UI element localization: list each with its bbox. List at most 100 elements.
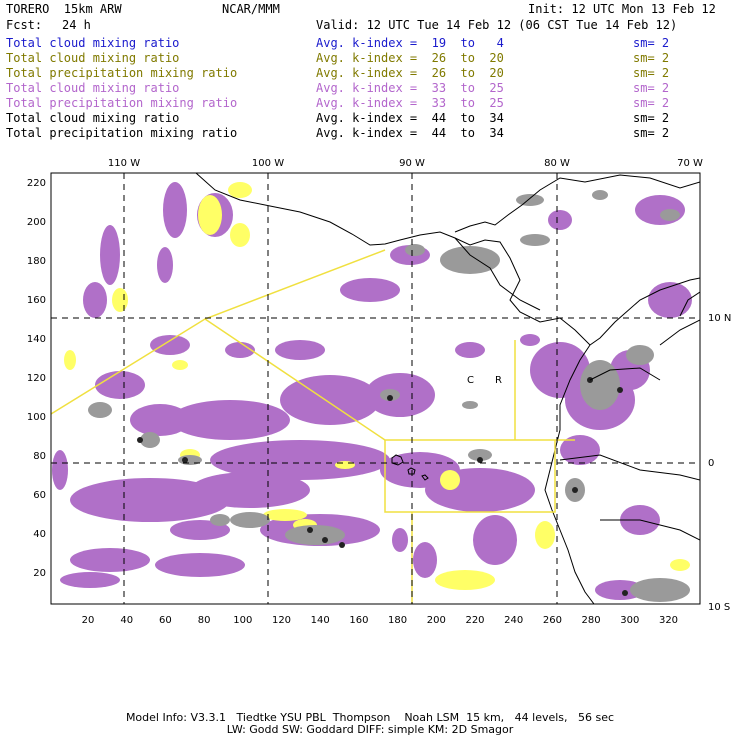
bottom-grid-label: 40 <box>120 615 133 626</box>
bottom-grid-label: 280 <box>582 615 601 626</box>
cloud-area <box>157 247 173 283</box>
high-k-area <box>405 244 425 256</box>
cloud-area <box>413 542 437 578</box>
cloud-area <box>70 478 230 522</box>
cloud-area <box>635 195 685 225</box>
cloud-area <box>155 553 245 577</box>
top-longitude-label: 110 W <box>108 158 140 169</box>
precip-area <box>230 223 250 247</box>
left-grid-label: 220 <box>27 178 46 189</box>
model-info-line-2: LW: Godd SW: Goddard DIFF: simple KM: 2D… <box>226 723 514 736</box>
cloud-area <box>210 440 390 480</box>
forecast-hour: 24 h <box>62 18 91 32</box>
precip-area <box>64 350 76 370</box>
region-letter-r: R <box>495 375 502 386</box>
cloud-area <box>425 468 535 512</box>
cloud-area <box>280 375 380 425</box>
precip-area <box>172 360 188 370</box>
left-grid-label: 60 <box>33 490 46 501</box>
high-k-area <box>468 449 492 461</box>
convective-core <box>617 387 623 393</box>
convective-core <box>572 487 578 493</box>
top-longitude-label: 80 W <box>544 158 570 169</box>
bottom-grid-label: 180 <box>388 615 407 626</box>
precip-area <box>435 570 495 590</box>
legend-smoothing: sm= 2 <box>633 66 670 80</box>
legend-field: Total cloud mixing ratio <box>6 51 180 65</box>
legend-smoothing: sm= 2 <box>633 36 670 50</box>
precip-area <box>198 195 222 235</box>
bottom-grid-label: 140 <box>311 615 330 626</box>
cloud-area <box>170 400 290 440</box>
high-k-area <box>230 512 270 528</box>
cloud-area <box>70 548 150 572</box>
cloud-area <box>95 371 145 399</box>
legend-smoothing: sm= 2 <box>633 96 670 110</box>
high-k-area <box>520 234 550 246</box>
cloud-area <box>275 340 325 360</box>
right-latitude-label: 0 <box>708 458 714 469</box>
left-grid-label: 180 <box>27 256 46 267</box>
legend-field: Total cloud mixing ratio <box>6 81 180 95</box>
bottom-grid-label: 80 <box>198 615 211 626</box>
top-longitude-label: 100 W <box>252 158 284 169</box>
precip-area <box>670 559 690 571</box>
bottom-grid-label: 100 <box>233 615 252 626</box>
legend-k-index: Avg. k-index = 19 to 4 <box>316 36 504 50</box>
bottom-grid-label: 160 <box>349 615 368 626</box>
high-k-area <box>140 432 160 448</box>
left-grid-label: 100 <box>27 412 46 423</box>
coastlines <box>195 173 700 604</box>
convective-core <box>387 395 393 401</box>
right-latitude-label: 10 N <box>708 313 731 324</box>
convective-core <box>622 590 628 596</box>
cloud-area <box>52 450 68 490</box>
high-k-area <box>285 525 345 545</box>
left-grid-label: 120 <box>27 373 46 384</box>
cloud-area <box>595 580 645 600</box>
left-grid-label: 140 <box>27 334 46 345</box>
cloud-fields <box>52 182 692 602</box>
legend-field: Total cloud mixing ratio <box>6 36 180 50</box>
cloud-area <box>340 278 400 302</box>
left-grid-label: 200 <box>27 217 46 228</box>
bottom-grid-label: 260 <box>543 615 562 626</box>
high-k-area <box>660 209 680 221</box>
legend-field: Total precipitation mixing ratio <box>6 126 238 140</box>
precip-area <box>335 461 355 469</box>
cloud-area <box>392 528 408 552</box>
cloud-area <box>648 282 692 318</box>
precip-area <box>112 288 128 312</box>
legend-smoothing: sm= 2 <box>633 111 670 125</box>
convective-core <box>339 542 345 548</box>
top-longitude-label: 70 W <box>677 158 703 169</box>
organization-label: NCAR/MMM <box>222 2 280 16</box>
top-longitude-label: 90 W <box>399 158 425 169</box>
legend-field: Total cloud mixing ratio <box>6 111 180 125</box>
legend-k-index: Avg. k-index = 26 to 20 <box>316 66 504 80</box>
cloud-area <box>560 435 600 465</box>
bottom-grid-label: 320 <box>659 615 678 626</box>
forecast-label: Fcst: <box>6 18 43 32</box>
high-k-area <box>626 345 654 365</box>
legend-field: Total precipitation mixing ratio <box>6 66 238 80</box>
convective-core <box>477 457 483 463</box>
legend-smoothing: sm= 2 <box>633 81 670 95</box>
right-latitude-label: 10 S <box>708 602 730 613</box>
model-info-line-1: Model Info: V3.3.1 Tiedtke YSU PBL Thomp… <box>125 711 615 724</box>
left-grid-label: 20 <box>33 568 46 579</box>
bottom-grid-label: 220 <box>465 615 484 626</box>
legend-k-index: Avg. k-index = 33 to 25 <box>316 81 504 95</box>
cloud-area <box>225 342 255 358</box>
high-k-area <box>516 194 544 206</box>
init-time: Init: 12 UTC Mon 13 Feb 12 <box>528 2 716 16</box>
high-k-area <box>630 578 690 602</box>
axis-ticks: 110 W 100 W 90 W 80 W 70 W220200180160140120… <box>27 158 731 626</box>
lat-lon-grid <box>51 173 700 604</box>
precip-area <box>263 509 307 521</box>
legend-k-index: Avg. k-index = 26 to 20 <box>316 51 504 65</box>
precip-area <box>440 470 460 490</box>
left-grid-label: 40 <box>33 529 46 540</box>
legend-smoothing: sm= 2 <box>633 51 670 65</box>
